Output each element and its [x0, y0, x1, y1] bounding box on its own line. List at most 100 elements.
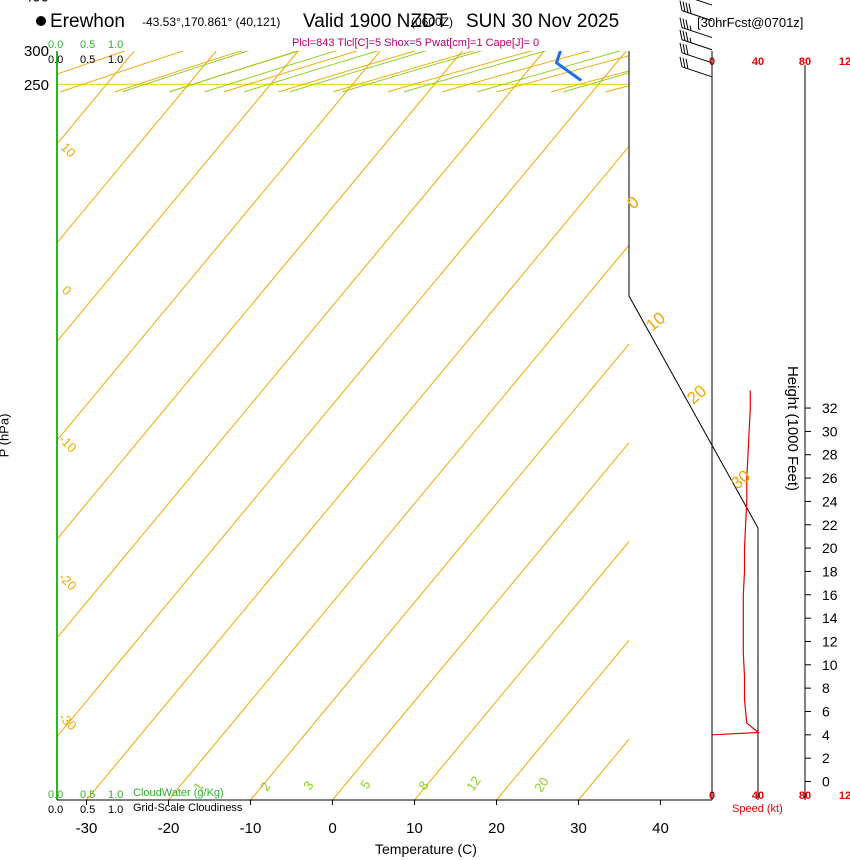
- x-tick-label: 30: [570, 820, 587, 837]
- pressure-label-300: 300: [24, 43, 49, 60]
- height-tick-label: 16: [822, 587, 838, 603]
- height-tick-label: 2: [822, 750, 830, 766]
- height-tick-label: 14: [822, 610, 838, 626]
- isotherm-label: 10: [58, 140, 79, 161]
- isotherm-line: [57, 51, 381, 442]
- thermo-grid: [57, 0, 850, 800]
- plot-frame: [56, 51, 759, 801]
- isotherm-line: [250, 343, 629, 800]
- valid-date: SUN 30 Nov 2025: [466, 11, 620, 32]
- x-tick-label: 40: [652, 820, 669, 837]
- dry-adiabat: [824, 0, 850, 92]
- cloudiness-scale-top: 0.5: [80, 54, 95, 66]
- isotherm-line: [57, 51, 545, 639]
- height-tick-label: 8: [822, 680, 830, 696]
- height-axis-label: Height (1000 Feet): [784, 365, 802, 492]
- height-tick-label: 0: [822, 774, 830, 790]
- mixing-ratio-label: 3: [300, 778, 316, 793]
- isotherm-line: [57, 51, 135, 145]
- sounding-parameters: Plcl=843 Tlcl[C]=5 Shox=5 Pwat[cm]=1 Cap…: [292, 37, 540, 49]
- height-tick-label: 28: [822, 447, 838, 463]
- isotherm-line: [332, 441, 629, 800]
- height-tick-label: 12: [822, 633, 838, 649]
- mixing-ratio-label: 12: [463, 773, 484, 793]
- x-axis-label: Temperature (C): [375, 841, 477, 857]
- cloud-scale-bottom: 0.5: [80, 789, 95, 801]
- height-tick-label: 18: [822, 563, 838, 579]
- height-tick-label: 20: [822, 540, 838, 556]
- cloud-scale-bottom: 1.0: [108, 789, 123, 801]
- isotherm-line: [86, 145, 629, 800]
- speed-axis-label: Speed (kt): [732, 803, 783, 815]
- height-tick-label: 4: [822, 727, 830, 743]
- cloud-scale-top: 0.0: [48, 39, 63, 51]
- station-coords: -43.53°,170.861° (40,121): [142, 15, 281, 29]
- wind-barb: [695, 0, 713, 6]
- cloudiness-scale-top: 0.0: [48, 54, 63, 66]
- pressure-label-400: 400: [24, 0, 49, 5]
- mixing-ratio-label: 5: [357, 777, 373, 792]
- isotherm-label: -10: [56, 432, 80, 456]
- speed-tick-bottom: 80: [799, 790, 811, 802]
- pressure-label-250: 250: [24, 77, 49, 94]
- wind-barb: [679, 42, 713, 64]
- isotherm-label: 0: [59, 283, 75, 299]
- adiabat-label: 0: [623, 192, 642, 213]
- isotherm-line: [496, 639, 629, 800]
- dry-adiabat: [605, 85, 629, 93]
- isotherm-line: [57, 51, 299, 343]
- station-marker: [36, 16, 46, 26]
- speed-tick-top: 12: [839, 56, 850, 68]
- x-tick-label: -30: [76, 820, 98, 837]
- isotherm-label: -20: [56, 570, 80, 594]
- dry-adiabat: [715, 0, 850, 92]
- cloud-scale-top: 0.5: [80, 39, 95, 51]
- cloudiness-label: Grid-Scale Cloudiness: [133, 802, 243, 814]
- speed-tick-bottom: 40: [752, 790, 764, 802]
- adiabat-label: 20: [683, 381, 710, 408]
- cloudiness-scale-bottom: 0.0: [48, 804, 63, 816]
- moist-adiabat: [659, 0, 850, 92]
- moist-adiabat: [755, 0, 850, 92]
- cloudiness-scale-bottom: 0.5: [80, 804, 95, 816]
- cloud-scale-top: 1.0: [108, 39, 123, 51]
- y-axis-label: P (hPa): [0, 413, 12, 458]
- isotherm-line: [168, 244, 629, 800]
- wind-speed-profile: [711, 390, 760, 736]
- zulu-time: (0600Z): [411, 15, 454, 29]
- adiabat-label: 30: [727, 466, 754, 493]
- height-tick-label: 6: [822, 703, 830, 719]
- forecast-run: [30hrFcst@0701z]: [697, 15, 804, 30]
- cloudiness-scale-top: 1.0: [108, 54, 123, 66]
- isotherm-line: [414, 540, 629, 800]
- wind-panel: 0246810121416182022242628303200404080801…: [679, 0, 850, 802]
- height-tick-label: 10: [822, 657, 838, 673]
- cloud-water-label: CloudWater (g/Kg): [133, 787, 224, 799]
- isotherm-line: [57, 51, 463, 540]
- dry-adiabat: [769, 0, 850, 92]
- height-tick-label: 30: [822, 423, 838, 439]
- wind-barb: [679, 56, 713, 78]
- height-tick-label: 32: [822, 400, 838, 416]
- height-tick-label: 22: [822, 517, 838, 533]
- adiabat-label: 10: [642, 308, 669, 335]
- isotherm-line: [57, 51, 627, 738]
- cloudiness-scale-bottom: 1.0: [108, 804, 123, 816]
- dry-adiabat: [660, 0, 850, 92]
- station-name: Erewhon: [50, 11, 125, 32]
- cloud-scale-bottom: 0.0: [48, 789, 63, 801]
- wind-barb: [679, 17, 713, 39]
- plot-boundary: [628, 51, 759, 800]
- axes-labels: 2503004005007008501000-30-20-10010203040…: [24, 0, 754, 837]
- speed-tick-top: 40: [752, 56, 764, 68]
- isotherm-line: [57, 51, 217, 244]
- x-tick-label: -10: [240, 820, 262, 837]
- temperature-profile: [736, 0, 850, 84]
- wind-barb: [679, 0, 713, 22]
- x-tick-label: -20: [158, 820, 180, 837]
- height-tick-label: 24: [822, 493, 838, 509]
- mixing-ratio-label: 8: [415, 778, 431, 793]
- mixing-ratio-label: 20: [531, 774, 552, 794]
- speed-tick-bottom: 12: [839, 790, 850, 802]
